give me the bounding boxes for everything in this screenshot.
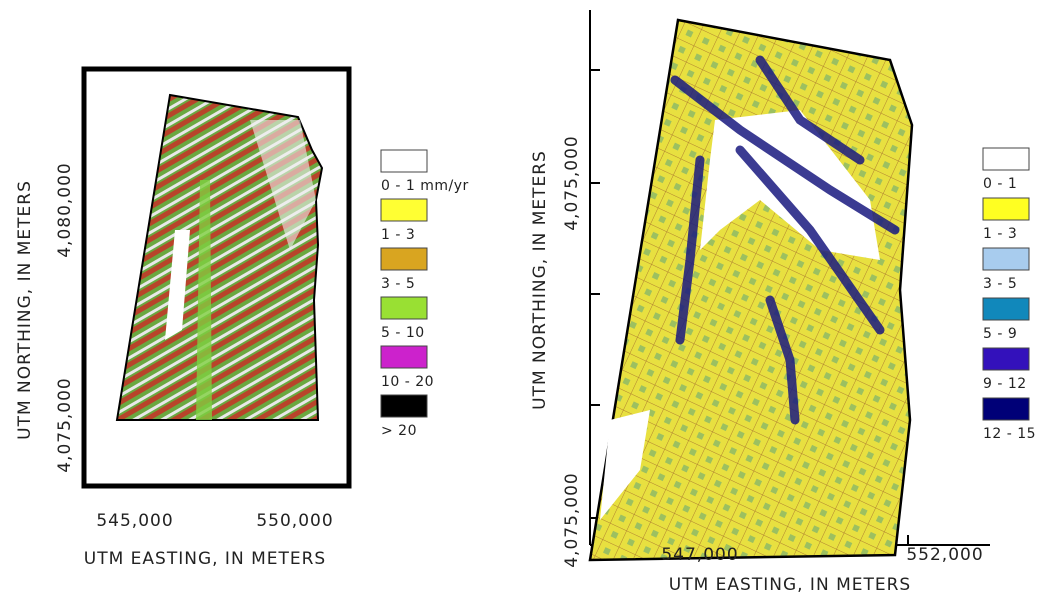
x-tick-label: 545,000	[96, 511, 173, 531]
legend-swatch	[381, 395, 427, 417]
x-axis-label: UTM EASTING, IN METERS	[669, 575, 911, 595]
y-axis-label: UTM NORTHING, IN METERS	[15, 180, 35, 440]
legend-label: > 20	[381, 423, 417, 439]
legend-swatch	[983, 348, 1029, 370]
legend-label: 10 - 20	[381, 374, 434, 390]
figure: UTM NORTHING, IN METERS 4,080,000 4,075,…	[0, 0, 1050, 599]
legend-swatch	[381, 150, 427, 172]
legend-swatch	[983, 198, 1029, 220]
legend-label: 1 - 3	[381, 227, 415, 243]
y-axis-label: UTM NORTHING, IN METERS	[530, 150, 550, 410]
map-area	[590, 20, 912, 560]
y-tick-label: 4,075,000	[562, 135, 582, 231]
legend-label: 12 - 15	[983, 426, 1036, 442]
x-axis-label: UTM EASTING, IN METERS	[84, 549, 326, 569]
legend-swatch	[983, 248, 1029, 270]
legend-label: 9 - 12	[983, 376, 1027, 392]
y-tick-label: 4,075,000	[55, 377, 75, 473]
right-map	[590, 10, 990, 560]
x-tick-label: 550,000	[256, 511, 333, 531]
legend-swatch	[983, 148, 1029, 170]
x-tick-label: 552,000	[906, 545, 983, 565]
left-map	[84, 69, 349, 486]
legend-label: 5 - 10	[381, 325, 425, 341]
legend-swatch	[983, 298, 1029, 320]
legend-label: 3 - 5	[381, 276, 415, 292]
y-tick-label: 4,080,000	[55, 162, 75, 258]
legend-label: 0 - 1 mm/yr	[381, 178, 469, 194]
legend-label: 5 - 9	[983, 326, 1017, 342]
legend-swatch	[381, 297, 427, 319]
legend-swatch	[381, 346, 427, 368]
x-tick-label: 547,000	[661, 545, 738, 565]
legend-label: 1 - 3	[983, 226, 1017, 242]
y-tick-label: 4,075,000	[562, 472, 582, 568]
legend-label: 3 - 5	[983, 276, 1017, 292]
legend-label: 0 - 1	[983, 176, 1017, 192]
legend-swatch	[381, 248, 427, 270]
legend-swatch	[983, 398, 1029, 420]
legend-swatch	[381, 199, 427, 221]
